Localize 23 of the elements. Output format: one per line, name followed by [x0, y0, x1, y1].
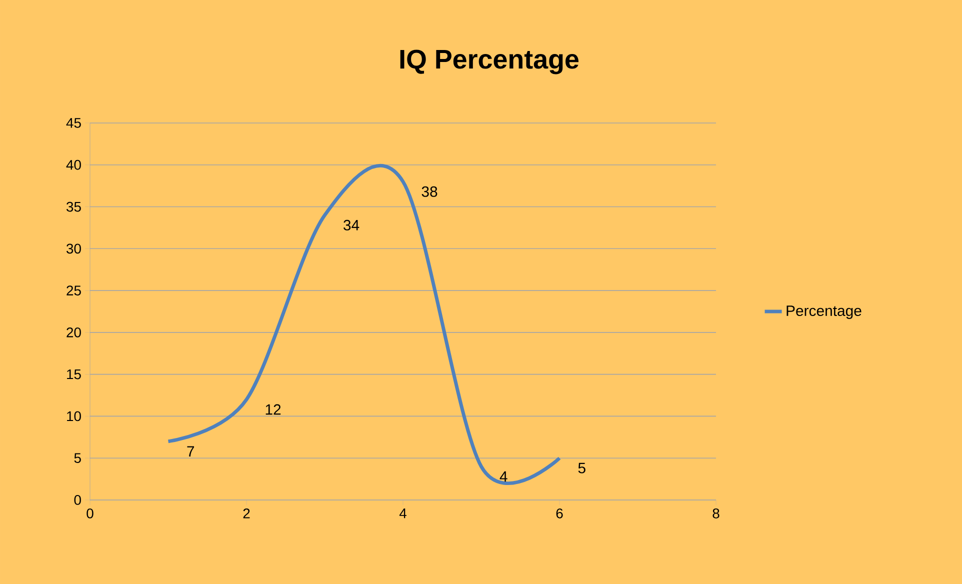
y-tick-label: 0: [74, 495, 81, 505]
x-tick-label: 8: [712, 508, 720, 518]
y-tick-label: 25: [66, 286, 81, 296]
y-tick-label: 20: [66, 327, 81, 338]
x-tick-label: 6: [556, 508, 563, 518]
chart-title: IQ Percentage: [400, 50, 579, 74]
y-tick-label: 30: [66, 244, 81, 254]
data-label: 34: [344, 220, 360, 230]
y-tick-label: 15: [67, 369, 81, 380]
y-tick-label: 35: [66, 202, 81, 212]
y-tick-label: 10: [67, 411, 81, 422]
y-tick-label: 45: [66, 118, 81, 128]
y-tick-label: 40: [66, 160, 81, 170]
x-tick-label: 2: [243, 508, 250, 518]
data-label: 38: [422, 186, 438, 197]
data-label: 7: [187, 446, 194, 456]
x-tick-label: 4: [399, 508, 406, 518]
y-tick-label: 5: [74, 453, 81, 463]
data-label: 5: [578, 462, 586, 474]
legend-label: Percentage: [786, 306, 862, 319]
x-tick-label: 0: [86, 508, 94, 518]
data-label: 4: [500, 471, 508, 482]
data-label: 12: [266, 404, 281, 415]
